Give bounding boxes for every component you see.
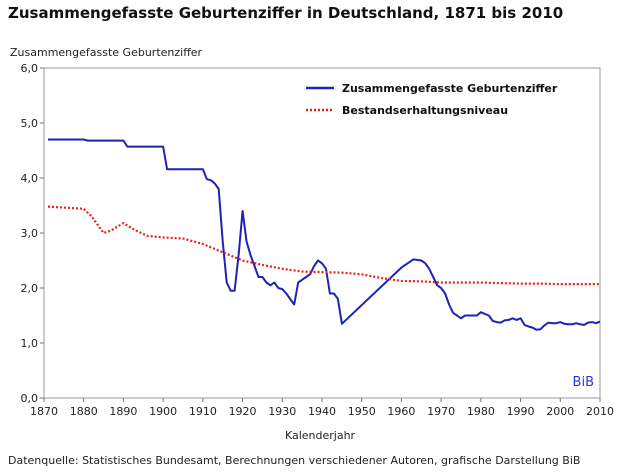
x-axis-label: Kalenderjahr	[285, 429, 356, 442]
x-tick-label: 1960	[387, 405, 415, 418]
x-tick-label: 1870	[30, 405, 58, 418]
x-tick-label: 1880	[70, 405, 98, 418]
y-tick-label: 1,0	[21, 337, 39, 350]
x-tick-label: 1910	[189, 405, 217, 418]
x-tick-label: 1990	[507, 405, 535, 418]
y-axis-label: Zusammengefasste Geburtenziffer	[10, 46, 203, 59]
x-tick-label: 1890	[109, 405, 137, 418]
y-tick-label: 5,0	[21, 117, 39, 130]
x-tick-label: 1970	[427, 405, 455, 418]
x-tick-label: 1900	[149, 405, 177, 418]
series-line-geburtenziffer	[48, 138, 601, 331]
y-tick-label: 4,0	[21, 172, 39, 185]
y-tick-label: 6,0	[21, 62, 39, 75]
x-tick-label: 1930	[268, 405, 296, 418]
x-tick-label: 1920	[229, 405, 257, 418]
legend-label: Bestandserhaltungsniveau	[342, 104, 508, 117]
x-tick-label: 1980	[467, 405, 495, 418]
series-line-bestandserhaltungsniveau	[47, 205, 600, 286]
y-tick-label: 0,0	[21, 392, 39, 405]
legend-label: Zusammengefasste Geburtenziffer	[342, 82, 558, 95]
y-tick-label: 3,0	[21, 227, 39, 240]
x-tick-label: 2010	[586, 405, 614, 418]
x-tick-label: 1940	[308, 405, 336, 418]
data-source-footer: Datenquelle: Statistisches Bundesamt, Be…	[8, 454, 581, 467]
y-tick-label: 2,0	[21, 282, 39, 295]
x-tick-label: 2000	[546, 405, 574, 418]
bib-logo: BiB	[573, 375, 594, 390]
plot-area	[43, 67, 601, 399]
x-tick-label: 1950	[348, 405, 376, 418]
chart-title: Zusammengefasste Geburtenziffer in Deuts…	[8, 4, 564, 22]
